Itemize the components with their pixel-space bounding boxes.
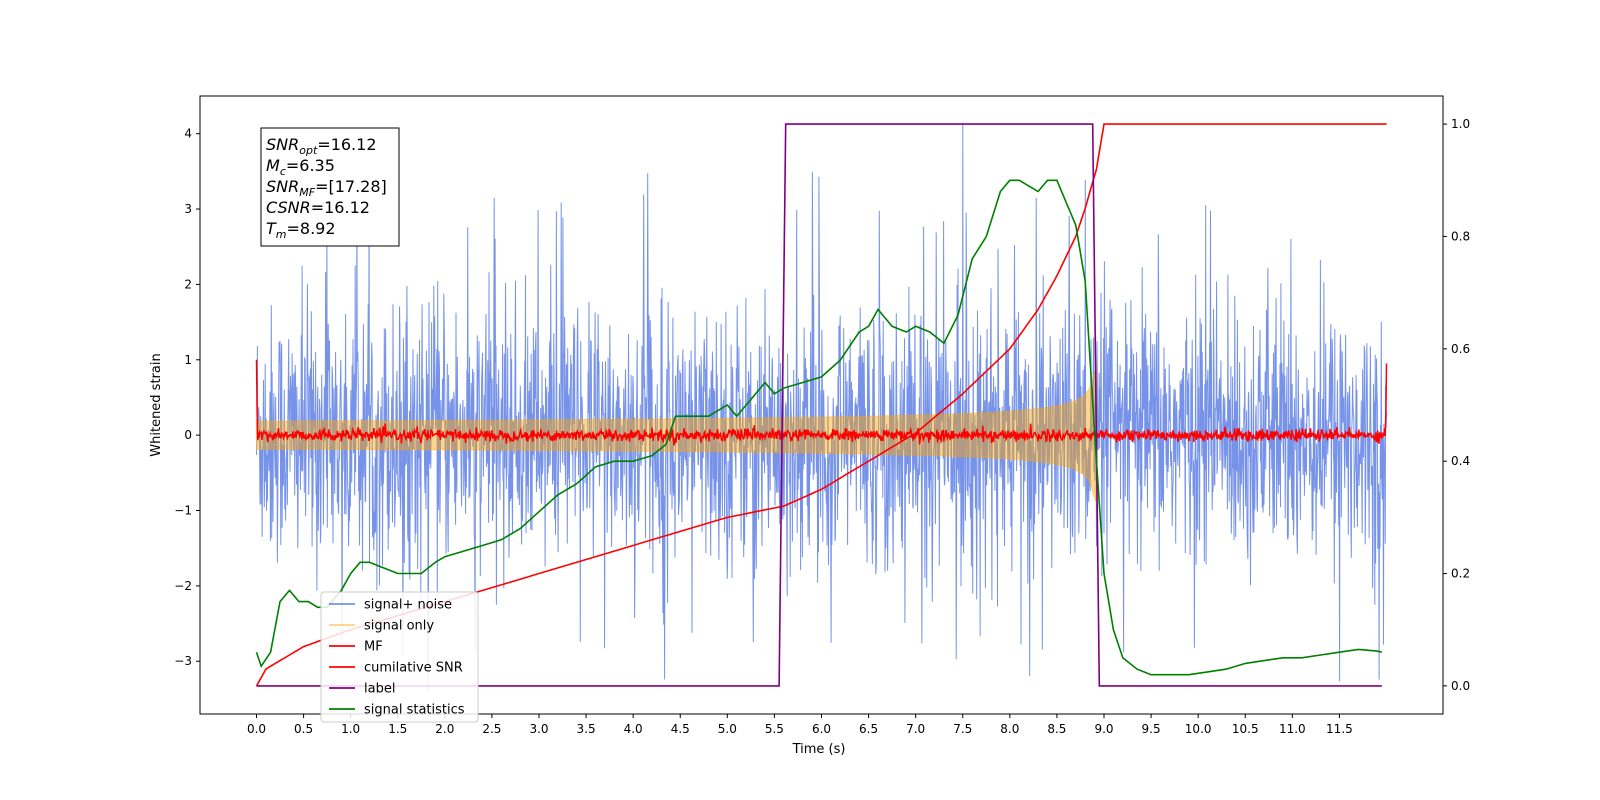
series-label	[256, 123, 1382, 687]
x-tick-label: 11.0	[1279, 722, 1306, 736]
legend-label: label	[364, 682, 395, 697]
x-tick-label: 6.5	[859, 722, 878, 736]
y-right-tick-label: 0.4	[1451, 454, 1470, 468]
annotation-value: =[17.28]	[315, 177, 387, 196]
x-tick-label: 0.0	[247, 722, 266, 736]
annotation-subscript: m	[276, 228, 287, 241]
y-tick-label: −3	[174, 654, 192, 668]
y-tick-label: 3	[184, 202, 192, 216]
series-signal-statistics	[255, 179, 1382, 676]
plot-area	[255, 122, 1388, 692]
y-right-tick-label: 0.0	[1451, 679, 1470, 693]
x-tick-label: 1.5	[388, 722, 407, 736]
legend-label: signal+ noise	[364, 598, 452, 613]
annotation-symbol: CSNR	[266, 198, 311, 217]
annotation-subscript: MF	[299, 186, 315, 199]
annotation-value: =6.35	[286, 156, 335, 175]
annotation-value: =8.92	[287, 219, 336, 238]
legend-label: cumilative SNR	[364, 661, 463, 676]
annotation-line: Tm=8.92	[266, 219, 336, 241]
legend-frame	[320, 591, 479, 723]
y-tick-label: 1	[184, 353, 192, 367]
annotation-symbol: SNR	[266, 135, 299, 154]
x-tick-label: 3.0	[529, 722, 548, 736]
y-axis-label: Whitened strain	[149, 353, 164, 456]
axes-ticks: 0.0 0.5 1.0 1.5 2.0 2.5 3.0 3.5 4.0 4.5 5.0 5.5 6.0 6…	[174, 117, 1470, 736]
legend-label: signal only	[364, 619, 434, 634]
annotation-frame	[260, 127, 400, 247]
annotation-value: =16.12	[317, 135, 376, 154]
x-tick-label: 0.5	[294, 722, 313, 736]
annotation-symbol: M	[266, 156, 280, 175]
x-tick-label: 11.5	[1326, 722, 1353, 736]
y-tick-label: 2	[184, 277, 192, 291]
annotation-line: Mc=6.35	[266, 156, 335, 178]
x-tick-label: 2.0	[435, 722, 454, 736]
series-mf	[255, 359, 1388, 446]
annotation-symbol: SNR	[266, 177, 299, 196]
x-tick-label: 1.0	[341, 722, 360, 736]
annotation-subscript: c	[280, 165, 286, 178]
x-tick-label: 2.5	[482, 722, 501, 736]
x-tick-label: 5.0	[718, 722, 737, 736]
y-tick-label: −1	[174, 504, 192, 518]
x-tick-label: 10.5	[1232, 722, 1259, 736]
x-tick-label: 5.5	[765, 722, 784, 736]
x-axis-label: Time (s)	[792, 742, 846, 757]
x-tick-label: 3.5	[577, 722, 596, 736]
legend: signal+ noise signal only MF cumilative SNR…	[320, 591, 479, 723]
legend-label: signal statistics	[364, 703, 465, 718]
x-tick-label: 8.0	[1000, 722, 1019, 736]
x-tick-label: 4.0	[624, 722, 643, 736]
x-tick-label: 6.0	[812, 722, 831, 736]
x-tick-label: 8.5	[1047, 722, 1066, 736]
y-right-tick-label: 0.6	[1451, 342, 1470, 356]
x-tick-label: 9.0	[1094, 722, 1113, 736]
y-right-tick-label: 0.2	[1451, 567, 1470, 581]
y-tick-label: 4	[184, 127, 192, 141]
annotation-subscript: opt	[299, 144, 318, 157]
annotation-line: SNRopt=16.12	[266, 135, 377, 157]
annotation-line: SNRMF=[17.28]	[266, 177, 387, 199]
annotation-value: =16.12	[311, 198, 370, 217]
x-tick-label: 4.5	[671, 722, 690, 736]
y-tick-label: 0	[184, 428, 192, 442]
y-right-tick-label: 0.8	[1451, 229, 1470, 243]
annotation-box: SNRopt=16.12Mc=6.35SNRMF=[17.28]CSNR=16.…	[260, 127, 400, 247]
y-tick-label: −2	[174, 579, 192, 593]
annotation-line: CSNR=16.12	[266, 198, 370, 217]
series-signal-noise	[256, 122, 1387, 692]
x-tick-label: 7.0	[906, 722, 925, 736]
annotation-symbol: T	[266, 219, 277, 238]
y-right-tick-label: 1.0	[1451, 117, 1470, 131]
legend-label: MF	[364, 640, 383, 655]
x-tick-label: 9.5	[1142, 722, 1161, 736]
x-tick-label: 10.0	[1185, 722, 1212, 736]
x-tick-label: 7.5	[953, 722, 972, 736]
